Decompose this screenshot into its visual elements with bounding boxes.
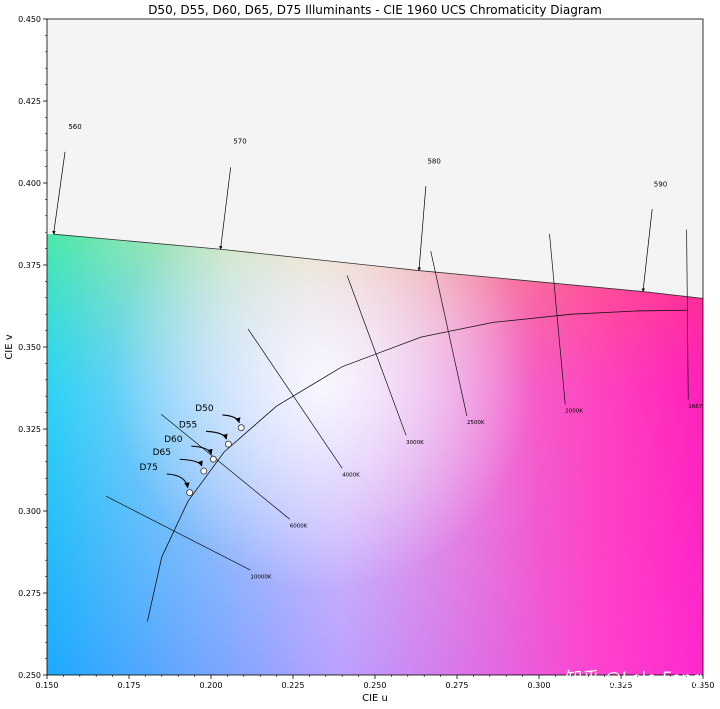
- x-tick-label: 0.225: [282, 681, 305, 690]
- x-tick-label: 0.150: [36, 681, 59, 690]
- y-tick-label: 0.400: [18, 179, 41, 188]
- illuminant-arrow-D75: [166, 473, 190, 489]
- illuminant-point-D60: [209, 455, 217, 463]
- y-tick-label: 0.275: [18, 589, 41, 598]
- y-tick-label: 0.375: [18, 261, 41, 270]
- watermark: 知乎 @Lele Feng: [566, 669, 704, 689]
- illuminant-arrow-D65: [179, 458, 203, 467]
- isotemperature-label-2500K: 2500K: [467, 420, 485, 426]
- y-tick-label: 0.350: [18, 343, 41, 352]
- chart-title: D50, D55, D60, D65, D75 Illuminants - CI…: [148, 3, 602, 17]
- x-tick-label: 0.250: [364, 681, 387, 690]
- wavelength-label-590: 590: [654, 180, 667, 188]
- isotemperature-label-6000K: 6000K: [290, 523, 308, 529]
- isotemperature-label-2000K: 2000K: [565, 409, 583, 415]
- illuminant-label-D55: D55: [179, 420, 197, 430]
- y-tick-label: 0.300: [18, 507, 41, 516]
- planckian-locus: [146, 309, 687, 622]
- isotemperature-label-3000K: 3000K: [406, 440, 424, 446]
- wavelength-label-580: 580: [427, 157, 440, 165]
- wavelength-leader-580: [417, 186, 427, 271]
- y-tick-label: 0.325: [18, 425, 41, 434]
- isotemperature-line-10000K: [105, 495, 251, 571]
- wavelength-leader-590: [641, 209, 653, 292]
- y-tick-label: 0.250: [18, 671, 41, 680]
- illuminant-point-D55: [224, 440, 232, 448]
- x-axis-label: CIE u: [362, 693, 388, 704]
- illuminant-label-D65: D65: [153, 448, 171, 458]
- y-tick-label: 0.450: [18, 15, 41, 24]
- illuminant-label-D50: D50: [195, 404, 214, 414]
- y-axis-label: CIE v: [4, 334, 15, 359]
- wavelength-leader-570: [219, 167, 232, 250]
- illuminant-label-D60: D60: [164, 435, 183, 445]
- wavelength-leader-560: [52, 151, 66, 235]
- illuminant-arrow-D50: [222, 414, 241, 424]
- x-tick-label: 0.175: [118, 681, 141, 690]
- wavelength-label-570: 570: [233, 138, 246, 146]
- illuminant-point-D65: [200, 467, 208, 475]
- isotemperature-label-4000K: 4000K: [342, 473, 360, 479]
- x-tick-label: 0.275: [446, 681, 469, 690]
- gamut-white-spot: [47, 234, 703, 675]
- illuminant-point-D75: [186, 489, 194, 497]
- illuminant-arrow-D60: [191, 445, 213, 455]
- illuminant-point-D50: [237, 424, 245, 432]
- isotemperature-label-1667K: 1667K: [688, 404, 706, 410]
- isotemperature-line-3000K: [346, 275, 407, 436]
- x-tick-label: 0.300: [528, 681, 551, 690]
- wavelength-label-560: 560: [68, 123, 81, 131]
- isotemperature-line-4000K: [247, 328, 343, 469]
- illuminant-label-D75: D75: [139, 463, 157, 473]
- x-tick-label: 0.350: [692, 681, 715, 690]
- y-tick-label: 0.425: [18, 97, 41, 106]
- isotemperature-line-1667K: [686, 229, 689, 400]
- isotemperature-line-6000K: [160, 413, 290, 520]
- plot-area: 560 570 580 590 1667K 2000K 2500K 3000K 4000K 600…: [46, 18, 706, 676]
- x-tick-label: 0.200: [200, 681, 223, 690]
- isotemperature-line-2000K: [549, 233, 566, 405]
- x-tick-label: 0.325: [610, 681, 633, 690]
- isotemperature-line-2500K: [430, 251, 468, 416]
- isotemperature-label-10000K: 10000K: [250, 574, 271, 580]
- illuminant-arrow-D55: [206, 430, 228, 440]
